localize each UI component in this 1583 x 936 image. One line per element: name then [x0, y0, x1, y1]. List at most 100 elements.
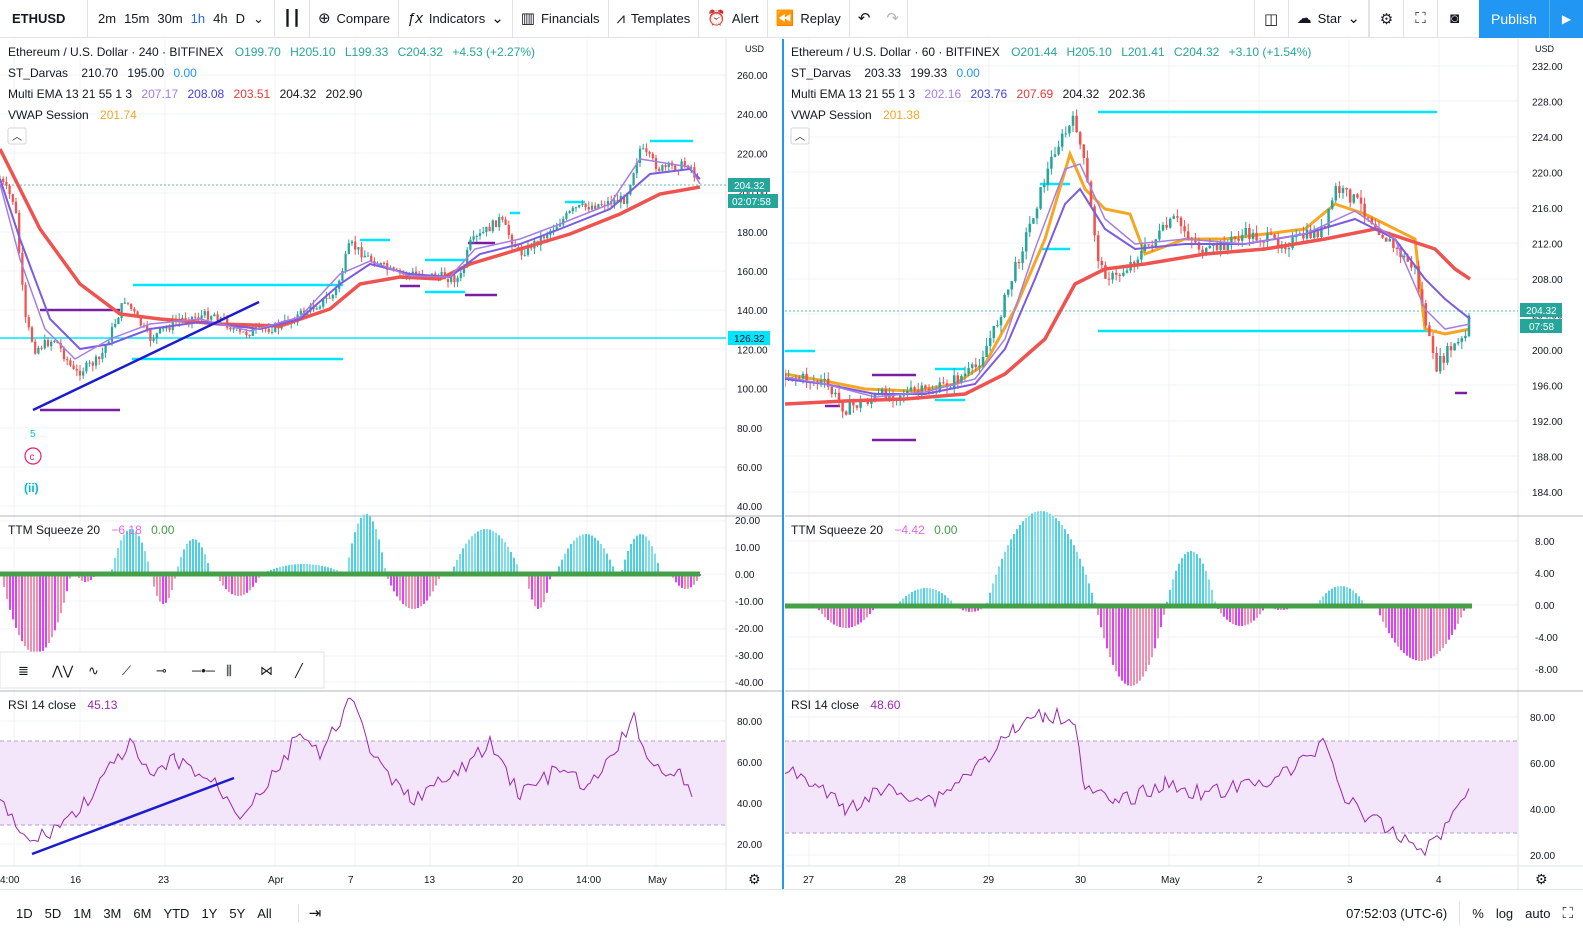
interval-1h[interactable]: 1h	[190, 11, 206, 26]
pitchfork-icon[interactable]: ⫼	[226, 663, 232, 678]
left-ttm-legend[interactable]: TTM Squeeze 20 −6.18 0.00	[8, 523, 175, 537]
left-title[interactable]: Ethereum / U.S. Dollar · 240 · BITFINEX …	[8, 45, 535, 59]
candle-body	[325, 297, 328, 299]
star-button[interactable]: ☁ Star ⌄	[1287, 0, 1369, 38]
candle-body	[1276, 237, 1280, 249]
left-time-axis[interactable]: 4:00 16 23 Apr 7 13 20 14:00 May	[0, 875, 667, 886]
left-rsi-band	[0, 741, 726, 825]
left-price-axis[interactable]: 260.00240.00220.00200.00180.00160.00140.…	[737, 71, 768, 513]
ttm-bar	[1427, 606, 1429, 660]
left-trendline[interactable]	[32, 300, 260, 412]
interval-30m[interactable]: 30m	[157, 11, 183, 26]
left-rsi-legend[interactable]: RSI 14 close 45.13	[8, 698, 118, 712]
layout-button[interactable]: ◫	[1253, 0, 1288, 38]
range-ytd[interactable]: YTD	[163, 905, 190, 921]
clock[interactable]: 07:52:03 (UTC-6)	[1346, 905, 1448, 921]
right-vwap-legend[interactable]: VWAP Session 201.38	[791, 108, 920, 122]
candle-body	[162, 328, 165, 330]
replay-button[interactable]: ⏪ Replay	[768, 0, 850, 38]
candle-body	[1114, 272, 1118, 275]
range-5y[interactable]: 5Y	[229, 905, 246, 921]
right-time-axis[interactable]: 27 28 29 30 May 2 3 4	[803, 875, 1442, 886]
right-chart[interactable]: Ethereum / U.S. Dollar · 60 · BITFINEX O…	[785, 39, 1583, 889]
right-ttm-legend[interactable]: TTM Squeeze 20 −4.42 0.00	[791, 523, 958, 537]
right-ttm-histogram	[818, 511, 1465, 686]
xabcd-icon[interactable]: ⋈	[260, 663, 273, 678]
ttm-bar	[114, 557, 116, 574]
left-chart[interactable]: 5 c (ii) Ethereum / U.S. Dollar · 240 · …	[0, 39, 782, 889]
candle-body	[1222, 241, 1226, 250]
candle-body	[590, 205, 594, 210]
left-darvas-legend[interactable]: ST_Darvas 210.70 195.00 0.00	[8, 66, 197, 80]
right-title[interactable]: Ethereum / U.S. Dollar · 60 · BITFINEX O…	[791, 45, 1311, 59]
auto-toggle[interactable]: auto	[1525, 905, 1551, 921]
gear-icon[interactable]: ⚙	[748, 871, 761, 887]
range-6m[interactable]: 6M	[133, 905, 152, 921]
left-rsi-trendline[interactable]	[31, 776, 235, 856]
fullscreen-button[interactable]: ⛶	[1403, 0, 1437, 38]
percent-toggle[interactable]: %	[1472, 905, 1484, 921]
trend-line-icon[interactable]: ╱	[294, 662, 304, 679]
axis-tick: 60.00	[1530, 759, 1555, 770]
left-collapse-legend-button[interactable]	[7, 127, 27, 145]
interval-2m[interactable]: 2m	[98, 11, 117, 26]
abc-pattern-icon[interactable]: ⋀⋁	[51, 663, 74, 678]
publish-menu-button[interactable]: ▶	[1549, 0, 1583, 38]
right-darvas-legend[interactable]: ST_Darvas 203.33 199.33 0.00	[791, 66, 980, 80]
candle-body	[526, 244, 530, 255]
horizontal-line-icon[interactable]: ─•─	[191, 663, 216, 678]
alert-button[interactable]: ⏰ Alert	[699, 0, 768, 38]
financials-button[interactable]: ▥ Financials	[513, 0, 609, 38]
range-3m[interactable]: 3M	[103, 905, 122, 921]
candle-body	[197, 317, 200, 319]
candle-body	[546, 234, 549, 239]
interval-4h[interactable]: 4h	[213, 11, 228, 26]
ttm-bar	[129, 529, 131, 574]
goto-date-icon[interactable]: ⇥	[297, 904, 321, 922]
undo-button[interactable]: ↶	[850, 0, 879, 38]
candle-body	[27, 317, 30, 328]
range-all[interactable]: All	[257, 905, 272, 921]
indicators-button[interactable]: ƒx Indicators ⌄	[399, 0, 513, 38]
candle-body	[571, 207, 574, 212]
candle-body	[581, 203, 584, 206]
axis-tick: 200.00	[1532, 346, 1563, 357]
ttm-bar	[681, 574, 683, 588]
redo-button[interactable]: ↷	[878, 0, 908, 38]
chart-type-button[interactable]: ┃┃	[275, 0, 310, 38]
settings-button[interactable]: ⚙	[1369, 0, 1403, 38]
ttm-bar	[573, 540, 575, 574]
ttm-bar	[1058, 521, 1060, 606]
chevron-down-icon[interactable]: ⌄	[252, 10, 264, 26]
candle-body	[565, 212, 568, 219]
ray-icon[interactable]: ⊸	[156, 663, 167, 678]
snapshot-button[interactable]: ◙	[1437, 0, 1471, 38]
compare-button[interactable]: ⊕ Compare	[310, 0, 399, 38]
range-5d[interactable]: 5D	[44, 905, 62, 921]
ttm-bar	[549, 574, 551, 580]
right-ema-legend[interactable]: Multi EMA 13 21 55 1 3 202.16 203.76 207…	[791, 87, 1146, 101]
candle-body	[248, 335, 251, 337]
ttm-bar	[1145, 606, 1147, 672]
range-1m[interactable]: 1M	[73, 905, 92, 921]
ttm-bar	[39, 574, 41, 653]
left-vwap-legend[interactable]: VWAP Session 201.74	[8, 108, 137, 122]
elliott-wave-icon[interactable]: ∿	[88, 663, 99, 678]
symbol-search[interactable]: ETHUSD	[0, 0, 88, 38]
log-toggle[interactable]: log	[1495, 905, 1514, 921]
fullscreen-corner-icon[interactable]: ⛶	[1562, 904, 1573, 922]
interval-d[interactable]: D	[235, 11, 245, 26]
gear-icon[interactable]: ⚙	[1535, 871, 1548, 887]
path-icon[interactable]: ⟋	[122, 663, 132, 678]
publish-button[interactable]: Publish	[1479, 0, 1549, 38]
fib-retracement-icon[interactable]: ≣	[18, 663, 29, 678]
right-collapse-legend-button[interactable]	[790, 127, 810, 145]
right-rsi-legend[interactable]: RSI 14 close 48.60	[791, 698, 901, 712]
right-countdown-tag	[1520, 319, 1562, 333]
templates-button[interactable]: ⩘ Templates	[609, 0, 700, 38]
candle-body	[475, 235, 478, 237]
range-1d[interactable]: 1D	[16, 905, 33, 921]
range-1y[interactable]: 1Y	[201, 905, 218, 921]
interval-15m[interactable]: 15m	[124, 11, 150, 26]
left-ema-legend[interactable]: Multi EMA 13 21 55 1 3 207.17 208.08 203…	[8, 87, 363, 101]
